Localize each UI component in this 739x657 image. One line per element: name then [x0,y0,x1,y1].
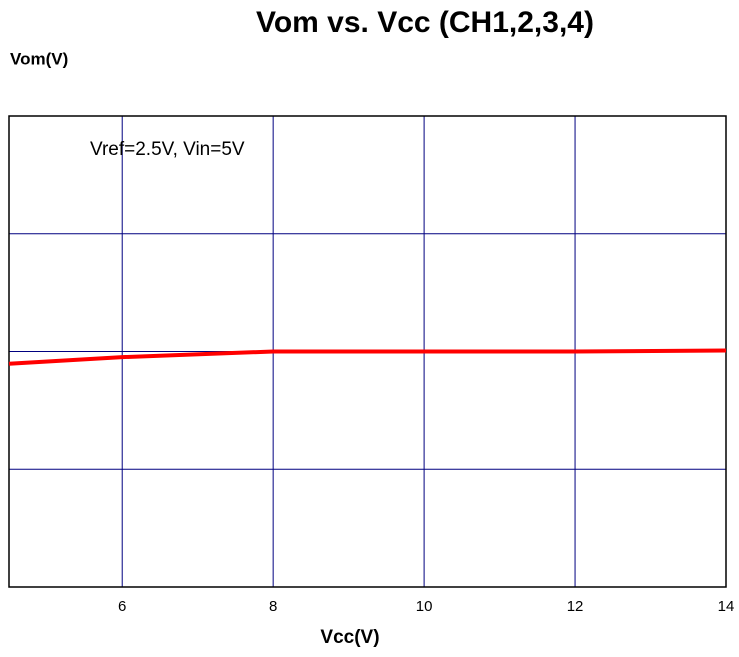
y-axis-label: Vom(V) [10,49,68,68]
chart-title: Vom vs. Vcc (CH1,2,3,4) [256,6,594,39]
x-tick-label: 14 [718,598,735,615]
data-line [8,348,727,366]
x-tick-label: 8 [269,598,277,615]
x-tick-label: 10 [416,598,433,615]
x-tick-label: 6 [118,598,126,615]
annotation: Vref=2.5V, Vin=5V [90,139,245,160]
x-tick-label: 12 [567,598,584,615]
x-axis-label: Vcc(V) [320,627,379,648]
